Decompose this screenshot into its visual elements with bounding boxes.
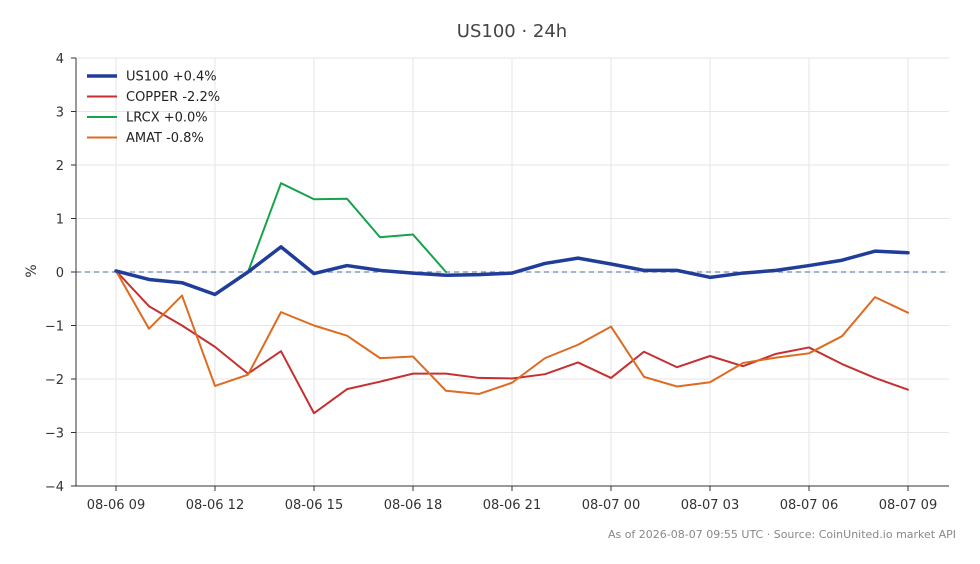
axes: 4 3 2 1 0 −1 −2 −3 −4 08-06 09 08-06 12 08-06 15 08-… — [45, 52, 949, 513]
x-tick-label: 08-06 18 — [384, 498, 442, 513]
series-line-us100 — [114, 245, 910, 297]
x-tick-label: 08-06 09 — [87, 498, 145, 513]
y-tick-label: 0 — [56, 266, 64, 281]
x-tick-label: 08-07 09 — [879, 498, 937, 513]
legend-label-copper: COPPER -2.2% — [126, 90, 220, 105]
y-tick-label: −3 — [45, 427, 64, 442]
x-tick-label: 08-07 03 — [681, 498, 739, 513]
y-axis-label: % — [24, 264, 40, 277]
y-tick-label: 4 — [56, 52, 64, 67]
y-tick-label: 2 — [56, 159, 64, 174]
legend-label-us100: US100 +0.4% — [126, 70, 217, 85]
x-tick-label: 08-07 00 — [582, 498, 640, 513]
legend: US100 +0.4% COPPER -2.2% LRCX +0.0% AMAT -0… — [87, 70, 220, 146]
y-tick-label: −2 — [45, 373, 64, 388]
y-tick-label: −4 — [45, 480, 64, 495]
x-tick-label: 08-06 15 — [285, 498, 343, 513]
y-tick-label: −1 — [45, 320, 64, 335]
x-tick-label: 08-06 21 — [483, 498, 541, 513]
chart-title: US100 · 24h — [457, 21, 567, 42]
series-layer — [114, 182, 910, 415]
y-tick-label: 3 — [56, 106, 64, 121]
footnote: As of 2026-08-07 09:55 UTC · Source: Coi… — [608, 528, 956, 541]
y-tick-label: 1 — [56, 213, 64, 228]
series-line-amat — [115, 269, 909, 395]
x-tick-label: 08-07 06 — [780, 498, 838, 513]
legend-label-lrcx: LRCX +0.0% — [126, 111, 208, 126]
x-tick-label: 08-06 12 — [186, 498, 244, 513]
legend-label-amat: AMAT -0.8% — [126, 131, 204, 146]
series-line-lrcx — [247, 182, 447, 273]
